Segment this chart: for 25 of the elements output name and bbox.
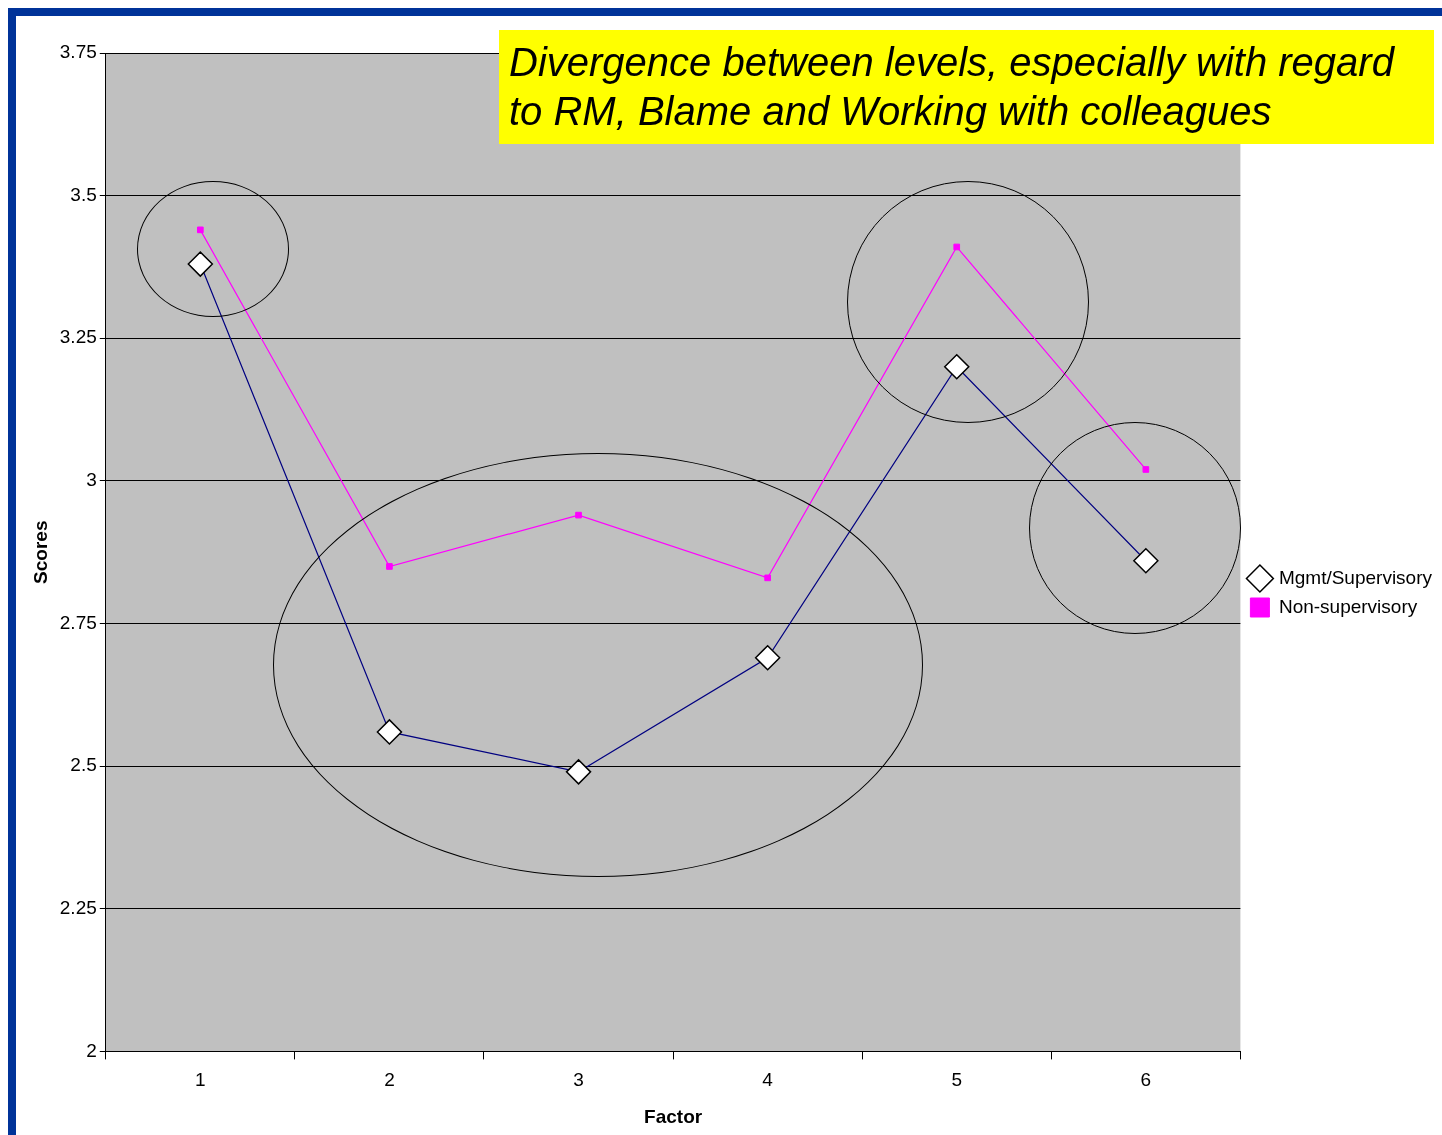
- y-tick-label: 2.75: [59, 611, 97, 633]
- y-tick-label: 3.5: [70, 183, 97, 205]
- annotation: Divergence between levels, especially with regard to RM, Blame and Working with colleagues: [499, 30, 1434, 144]
- x-tick-label: 5: [951, 1069, 963, 1091]
- y-axis-title: Scores: [29, 520, 51, 584]
- y-tick-label: 2.5: [70, 754, 97, 776]
- x-tick-label: 3: [573, 1069, 584, 1091]
- y-tick-label: 3.25: [59, 326, 97, 348]
- legend-label: Non-supervisory: [1278, 595, 1418, 617]
- y-tick-label: 2: [86, 1039, 97, 1061]
- x-tick-label: 2: [384, 1069, 395, 1091]
- point: [197, 226, 204, 234]
- x-tick-label: 6: [1140, 1069, 1152, 1091]
- y-tick-label: 3: [86, 469, 97, 491]
- y-tick-label: 2.25: [59, 897, 97, 919]
- point: [1142, 466, 1150, 473]
- point: [386, 563, 393, 570]
- point: [575, 511, 582, 519]
- y-tick-label: 3.75: [59, 41, 97, 63]
- point: [953, 243, 961, 251]
- x-tick-label: 4: [762, 1069, 774, 1091]
- legend-label: Mgmt/Supervisory: [1278, 566, 1433, 588]
- x-tick-label: 1: [195, 1069, 206, 1091]
- point: [764, 574, 771, 582]
- x-axis-title: Factor: [644, 1105, 703, 1127]
